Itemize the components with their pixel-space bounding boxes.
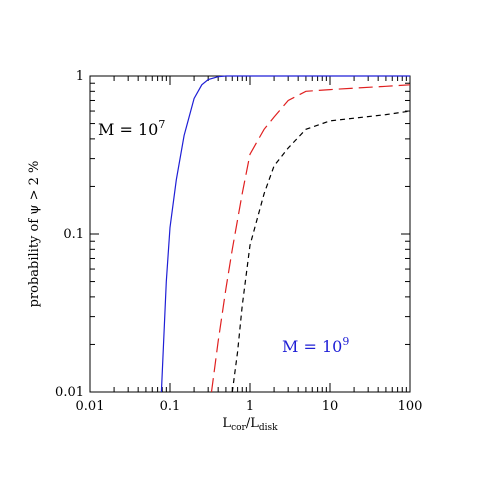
- annotation-m9: M = 109: [282, 335, 349, 356]
- series-line-1: [160, 75, 410, 393]
- annotation-m7: M = 107: [98, 118, 165, 139]
- tick-labels: 0.01 0.1 1 10 100 0.01 0.1 1: [55, 69, 422, 414]
- y-axis-title: probability of ψ > 2 %: [27, 161, 42, 308]
- x-tick-label: 0.1: [160, 399, 181, 414]
- series-line-2: [210, 84, 411, 393]
- y-tick-label: 1: [76, 69, 84, 84]
- y-tick-label: 0.1: [63, 227, 84, 242]
- data-curves: [160, 75, 411, 393]
- y-tick-label: 0.01: [55, 385, 84, 400]
- x-tick-label: 10: [322, 399, 339, 414]
- x-tick-label: 100: [398, 399, 423, 414]
- x-tick-label: 1: [246, 399, 254, 414]
- tick-marks: [89, 76, 410, 393]
- x-tick-label: 0.01: [76, 399, 105, 414]
- x-axis-title: Lcor/Ldisk: [222, 416, 278, 433]
